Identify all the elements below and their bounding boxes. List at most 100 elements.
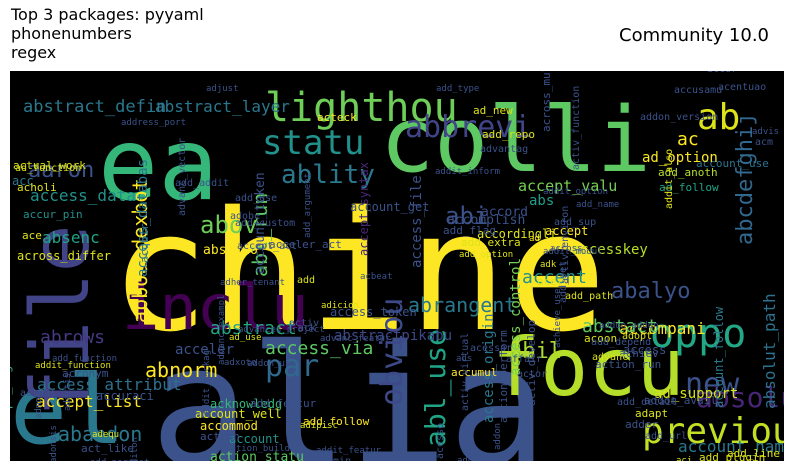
cloud-word: additon — [130, 437, 140, 461]
cloud-word: add_type — [436, 84, 479, 94]
cloud-word: ace — [22, 229, 42, 242]
cloud-word: account_follow — [712, 306, 726, 408]
cloud-word: account_name — [678, 437, 784, 456]
cloud-word: activ_virtual — [460, 333, 471, 411]
cloud-word: adxoto — [224, 358, 257, 368]
cloud-word: addit_also — [664, 149, 675, 209]
cloud-word: access_control — [508, 258, 524, 376]
cloud-word: abbrevi — [405, 110, 531, 145]
cloud-word: action_build — [225, 444, 290, 454]
cloud-word: addit_featur — [316, 446, 382, 456]
cloud-word: add_follow — [303, 415, 370, 428]
cloud-word: abalyo — [611, 279, 690, 304]
cloud-word: adapt — [635, 407, 668, 420]
cloud-word: accomplish — [447, 213, 525, 228]
cloud-word: accusamu — [674, 85, 722, 96]
cloud-word: ack — [298, 323, 316, 334]
cloud-word: add_function — [52, 354, 117, 364]
cloud-word: abi — [445, 202, 488, 230]
cloud-word: ad_option — [642, 150, 718, 166]
cloud-word: achiev — [619, 347, 659, 360]
cloud-word: actual_work — [13, 159, 86, 172]
cloud-word: account_token — [253, 172, 268, 274]
cloud-word: advantag — [480, 144, 528, 155]
cloud-word: adequ — [92, 430, 119, 440]
cloud-word: new — [685, 367, 740, 402]
cloud-word: action_perform — [497, 330, 510, 423]
cloud-word: acm — [755, 137, 773, 148]
chart-left-title: Top 3 packages: pyyaml phonenumbers rege… — [11, 5, 204, 62]
cloud-word: statu — [262, 123, 364, 163]
cloud-word: adopt — [622, 331, 652, 342]
cloud-word: addit_modul — [543, 247, 603, 257]
cloud-word: absenc — [42, 228, 100, 247]
cloud-word: add_path — [565, 291, 613, 302]
cloud-word: abstract — [210, 318, 297, 339]
cloud-word: abov — [200, 211, 258, 239]
cloud-word: actor — [517, 369, 547, 380]
cloud-word: acholi — [17, 181, 57, 194]
cloud-word: accept_valu — [518, 177, 617, 195]
cloud-word: action_run — [595, 358, 661, 371]
cloud-word: accesskey — [572, 242, 648, 258]
cloud-word: add_sup — [554, 217, 596, 228]
cloud-word: add_addit — [175, 178, 229, 189]
title-line-1: Top 3 packages: pyyaml — [11, 5, 204, 24]
cloud-word: activ — [289, 318, 319, 329]
cloud-word: add_repo — [482, 128, 535, 141]
cloud-word: addit — [457, 456, 484, 461]
cloud-word: ad_use — [229, 333, 262, 343]
cloud-word: absolut — [696, 381, 784, 414]
cloud-word: access_databas — [135, 159, 151, 277]
cloud-word: file — [14, 224, 107, 417]
cloud-word: account — [229, 432, 280, 446]
cloud-word: alia — [150, 310, 547, 461]
cloud-word: oppo — [650, 311, 746, 357]
cloud-word: ab — [697, 97, 740, 138]
cloud-word: accept_argument — [10, 330, 13, 438]
cloud-word: access_token — [330, 305, 417, 319]
cloud-word: across_multipl — [540, 71, 553, 132]
cloud-word: acquir — [138, 223, 151, 263]
cloud-word: chine — [110, 176, 607, 368]
cloud-word: admin — [321, 456, 351, 461]
cloud-word: affair — [506, 354, 542, 365]
cloud-word: accumul — [451, 366, 497, 379]
cloud-word: accept_list — [36, 392, 142, 411]
cloud-word: abandon — [58, 422, 142, 446]
cloud-word: accept_act — [237, 241, 297, 252]
cloud-word: acer — [537, 275, 564, 288]
cloud-word: action — [200, 430, 240, 443]
cloud-word: account_use — [696, 157, 769, 170]
cloud-word: par — [265, 349, 319, 384]
cloud-word: addon_use — [247, 359, 296, 369]
cloud-word: ac — [677, 129, 699, 150]
cloud-word: add_flag — [443, 224, 496, 237]
cloud-word: admon — [34, 392, 44, 419]
cloud-word: across_differ — [17, 249, 111, 263]
cloud-word: advanc_vector — [177, 138, 188, 216]
cloud-word: add_plugin — [699, 451, 765, 461]
cloud-word: aaron — [28, 158, 94, 183]
cloud-word: ad — [529, 234, 540, 244]
cloud-word: abrows — [40, 327, 105, 348]
cloud-word: ad_follow — [659, 181, 719, 194]
cloud-word: accuraci — [96, 389, 154, 403]
cloud-word: obviou — [375, 298, 410, 406]
cloud-word: advanced_project — [238, 325, 325, 335]
cloud-word: ad_new — [473, 104, 513, 117]
cloud-word: address_port — [121, 118, 186, 128]
cloud-word: act_like — [81, 442, 134, 455]
cloud-word: add_detail — [617, 397, 677, 408]
cloud-word: acbeat — [360, 272, 393, 282]
cloud-word: adminstr — [523, 408, 533, 452]
title-line-2: phonenumbers — [11, 24, 132, 43]
cloud-word: account_get — [350, 200, 429, 214]
cloud-word: accommod — [200, 419, 258, 433]
cloud-word: addit_option — [543, 187, 608, 197]
cloud-word: accordingli — [477, 227, 556, 241]
cloud-word: addit_inform — [435, 167, 500, 177]
cloud-word: add_custom — [235, 218, 295, 229]
cloud-word: add_extra — [461, 236, 521, 249]
